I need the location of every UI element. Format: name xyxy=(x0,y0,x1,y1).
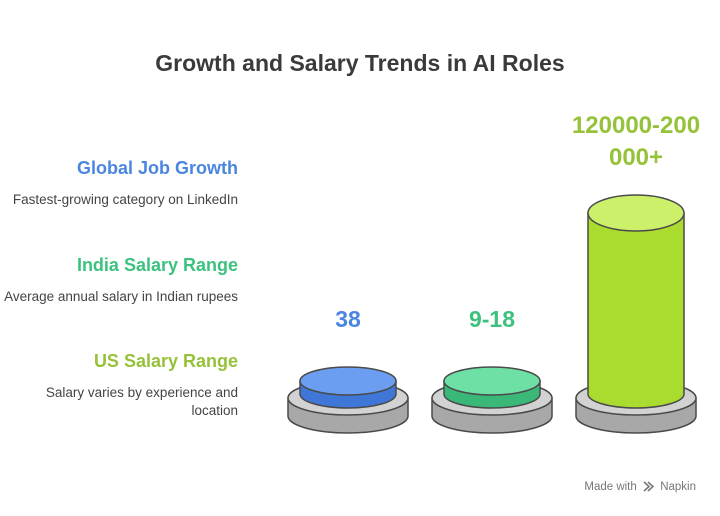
made-with-napkin-footer[interactable]: Made with Napkin xyxy=(584,481,696,493)
napkin-brand-label: Napkin xyxy=(660,481,696,493)
cylinder-us-salary-range xyxy=(575,194,697,434)
cylinder-global-job-growth xyxy=(287,366,409,434)
legend-description: Fastest-growing category on LinkedIn xyxy=(12,192,238,207)
value-label-us-salary-range: 120000-200000+ xyxy=(571,112,701,171)
legend-item-global-job-growth: Global Job Growth Fastest-growing catego… xyxy=(0,157,238,209)
legend-heading: US Salary Range xyxy=(93,351,238,371)
legend-description: Average annual salary in Indian rupees xyxy=(4,289,238,304)
legend-description: Salary varies by experience and location xyxy=(45,385,238,418)
diagram-title: Growth and Salary Trends in AI Roles xyxy=(155,50,565,76)
legend-item-us-salary-range: US Salary Range Salary varies by experie… xyxy=(0,350,238,420)
napkin-logo-icon xyxy=(643,481,655,492)
legend-heading: Global Job Growth xyxy=(77,158,238,178)
value-label-global-job-growth: 38 xyxy=(335,306,361,332)
made-with-label: Made with xyxy=(584,481,637,493)
legend-item-india-salary-range: India Salary Range Average annual salary… xyxy=(0,254,238,306)
cylinder-india-salary-range xyxy=(431,366,553,434)
value-label-india-salary-range: 9-18 xyxy=(468,306,516,332)
legend-heading: India Salary Range xyxy=(76,255,238,275)
